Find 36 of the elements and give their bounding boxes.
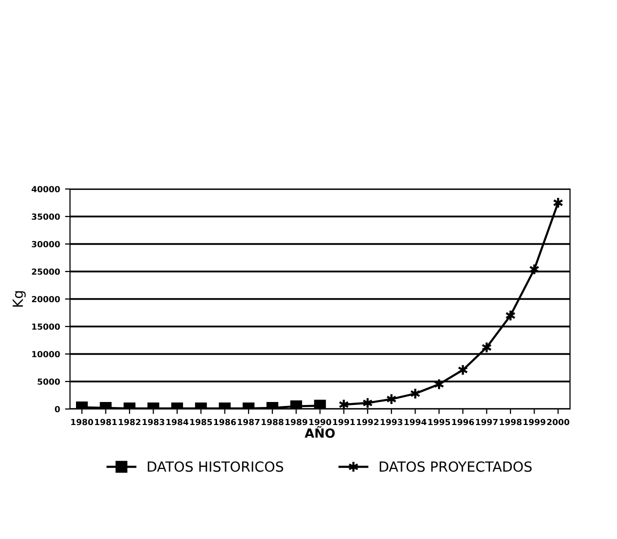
x-tick-label: 1983	[142, 418, 164, 426]
x-tick-label: 1984	[166, 418, 188, 426]
x-tick-label: 1987	[238, 418, 260, 426]
x-tick-label: 1994	[404, 418, 426, 426]
x-tick-label: 1981	[95, 418, 117, 426]
x-tick-label: 1993	[380, 418, 402, 426]
point	[338, 398, 350, 409]
x-tick-label: 1980	[71, 418, 94, 426]
y-tick-label: 30000	[32, 240, 60, 248]
legend-label: DATOS HISTORICOS	[148, 461, 284, 472]
legend-label: DATOS PROYECTADOS	[380, 461, 532, 472]
x-tick-label: 1982	[118, 418, 140, 426]
y-tick-label: 15000	[32, 323, 60, 330]
x-tick-label: 1995	[428, 418, 450, 426]
y-tick-label: 40000	[32, 186, 60, 192]
y-tick-label: 5000	[38, 378, 60, 385]
x-tick-label: 1997	[476, 418, 498, 426]
x-tick-label: 1986	[214, 418, 236, 426]
y-tick-label: 10000	[32, 350, 60, 358]
x-tick-label: 1991	[333, 418, 355, 426]
x-tick-label: 1990	[309, 418, 332, 426]
x-tick-label: 1996	[452, 418, 474, 426]
x-tick-label: 1989	[286, 418, 308, 426]
y-tick-label: 25000	[32, 268, 60, 275]
y-axis-title: Kg	[12, 291, 26, 307]
x-tick-label: 1999	[524, 418, 546, 426]
y-tick-label: 20000	[32, 296, 60, 302]
x-axis-title: AÑO	[304, 426, 335, 438]
y-tick-label: 0	[54, 406, 60, 412]
x-tick-label: 1992	[356, 418, 378, 426]
x-tick-label: 1985	[190, 418, 212, 426]
x-tick-label: 1988	[262, 418, 284, 426]
y-tick-label: 35000	[32, 213, 60, 220]
point	[314, 400, 326, 409]
x-tick-label: 2000	[547, 418, 570, 426]
x-tick-label: 1998	[500, 418, 522, 426]
